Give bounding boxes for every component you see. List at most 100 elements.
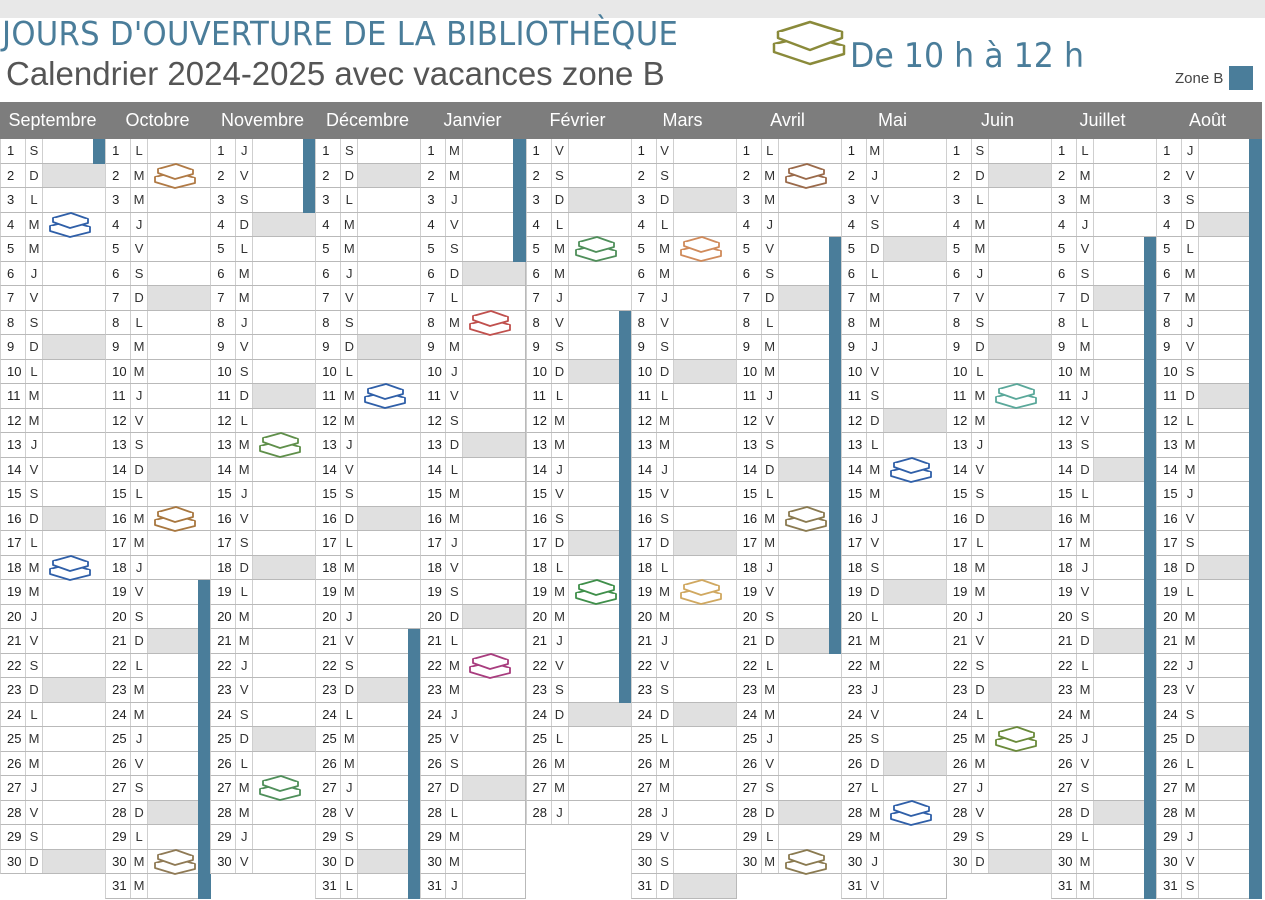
day-fill — [463, 850, 525, 874]
weekday-letter: L — [655, 555, 674, 579]
vacation-bar — [198, 580, 212, 605]
day-number: 9 — [952, 339, 961, 354]
weekday-letter: J — [1181, 825, 1200, 849]
day-number: 22 — [7, 657, 22, 673]
day-number: 19 — [7, 584, 22, 599]
day-number: 21 — [952, 633, 968, 648]
day-number: 19 — [1058, 584, 1073, 599]
day-fill — [358, 286, 420, 310]
vacation-bar — [828, 580, 842, 605]
weekday-letter: M — [130, 678, 149, 702]
weekday-letter: M — [445, 825, 464, 849]
day-fill — [1094, 531, 1144, 555]
day-fill — [884, 262, 946, 286]
day-cell: 13 D — [420, 433, 527, 458]
weekday-letter: J — [865, 678, 884, 702]
day-cell: 23 J — [840, 678, 947, 703]
day-fill — [988, 335, 1051, 359]
day-cell: 16 S — [525, 506, 632, 531]
day-cell: 29 S — [945, 825, 1052, 850]
day-number: 6 — [742, 265, 750, 281]
weekday-letter: D — [130, 286, 149, 310]
day-fill — [43, 654, 105, 678]
day-number: 15 — [217, 486, 232, 501]
day-fill — [43, 188, 105, 212]
day-number: 10 — [952, 363, 968, 379]
weekday-letter: M — [970, 727, 989, 751]
day-number: 10 — [1163, 363, 1178, 379]
day-number: 26 — [637, 755, 653, 771]
day-number: 5 — [427, 241, 435, 256]
day-fill — [253, 605, 315, 629]
day-number: 14 — [427, 461, 442, 477]
day-fill — [358, 433, 420, 457]
day-cell: 10 M — [1051, 359, 1157, 384]
weekday-letter: M — [235, 776, 254, 800]
weekday-letter: S — [130, 604, 149, 628]
day-cell: 17 J — [420, 531, 527, 556]
day-number: 10 — [847, 363, 863, 379]
weekday-letter: J — [655, 629, 674, 653]
day-fill — [778, 800, 841, 824]
day-number: 26 — [322, 755, 337, 771]
day-number: 30 — [742, 853, 758, 869]
weekday-letter: M — [865, 800, 884, 824]
weekday-letter: S — [340, 653, 359, 677]
day-fill — [569, 139, 631, 163]
day-fill — [674, 654, 736, 678]
weekday-letter: V — [970, 457, 989, 481]
day-fill — [778, 629, 829, 653]
day-number: 20 — [322, 608, 337, 624]
day-fill — [463, 556, 525, 580]
vacation-bar — [198, 800, 212, 825]
day-cell: 19 M — [630, 580, 737, 605]
day-fill — [358, 556, 420, 580]
day-number: 28 — [637, 804, 653, 820]
day-number: 19 — [427, 584, 442, 599]
day-number: 23 — [7, 682, 22, 697]
day-cell: 30 D — [945, 849, 1052, 874]
day-fill — [674, 335, 736, 359]
day-fill — [884, 825, 946, 849]
weekday-letter: M — [1181, 800, 1200, 824]
weekday-letter: M — [655, 604, 674, 628]
vacation-bar — [198, 825, 212, 850]
vacation-bar — [618, 335, 632, 360]
day-number: 24 — [1163, 706, 1178, 722]
day-number: 20 — [7, 608, 22, 624]
day-fill — [253, 678, 315, 702]
vacation-bar — [828, 310, 842, 335]
day-fill — [779, 556, 829, 580]
day-number: 16 — [952, 510, 968, 526]
day-fill — [253, 555, 316, 579]
day-fill — [779, 384, 829, 408]
day-fill — [148, 605, 198, 629]
day-fill — [1199, 776, 1249, 800]
day-fill — [674, 507, 736, 531]
day-number: 4 — [742, 216, 750, 232]
day-number: 28 — [7, 804, 22, 820]
day-number: 17 — [322, 535, 337, 550]
weekday-letter: V — [340, 800, 359, 824]
day-number: 22 — [952, 657, 968, 673]
day-number: 3 — [847, 192, 856, 207]
day-cell: 10 M — [105, 359, 212, 384]
day-fill — [884, 531, 946, 555]
day-number: 9 — [427, 339, 435, 354]
weekday-letter: J — [970, 776, 989, 800]
day-cell: 22 V — [630, 653, 737, 678]
weekday-letter: D — [445, 776, 464, 800]
day-fill — [779, 409, 829, 433]
day-number: 30 — [322, 853, 337, 869]
day-fill — [884, 678, 946, 702]
